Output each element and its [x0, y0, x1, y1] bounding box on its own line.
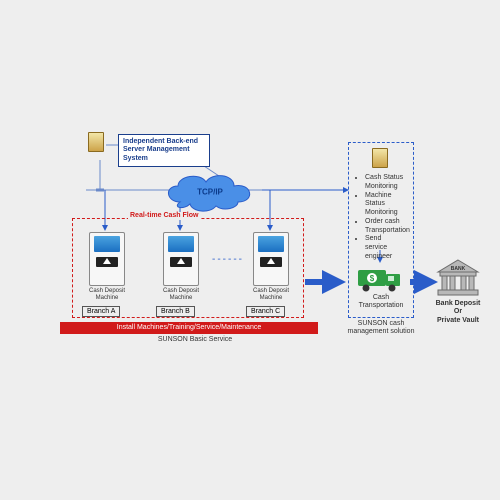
- install-services-bar: Install Machines/Training/Service/Mainte…: [60, 322, 318, 334]
- mgmt-solution-label: SUNSON cash management solution: [344, 320, 418, 335]
- cloud-label: TCP/IP: [197, 188, 223, 197]
- machine-body-icon: [89, 232, 125, 286]
- mgmt-item-4: Send service engineer: [365, 235, 405, 261]
- machine-c-caption: Cash Deposit Machine: [250, 288, 292, 301]
- mgmt-item-1: Cash Status Monitoring: [365, 174, 405, 192]
- bank-label-l3: Private Vault: [437, 317, 479, 324]
- machine-body-icon: [253, 232, 289, 286]
- bank-label: Bank Deposit Or Private Vault: [432, 300, 484, 325]
- branch-a-label: Branch A: [82, 306, 120, 317]
- cash-deposit-machine-b: Cash Deposit Machine: [160, 232, 202, 301]
- install-services-label: Install Machines/Training/Service/Mainte…: [117, 324, 261, 331]
- mgmt-item-2: Machine Status Monitoring: [365, 192, 405, 218]
- bank-label-l2: Or: [454, 308, 462, 315]
- ellipsis: ------: [212, 254, 244, 265]
- cash-deposit-machine-c: Cash Deposit Machine: [250, 232, 292, 301]
- branch-b-label: Branch B: [156, 306, 195, 317]
- server-management-box: Independent Back-end Server Management S…: [118, 134, 210, 167]
- machine-body-icon: [163, 232, 199, 286]
- bank-icon: BANK: [436, 258, 480, 303]
- svg-text:BANK: BANK: [451, 266, 466, 272]
- basic-service-label: SUNSON Basic Service: [150, 336, 240, 344]
- management-features-list: Cash Status Monitoring Machine Status Mo…: [352, 170, 410, 250]
- machine-a-caption: Cash Deposit Machine: [86, 288, 128, 301]
- cash-transport-label: Cash Transportation: [352, 294, 410, 309]
- cash-deposit-machine-a: Cash Deposit Machine: [86, 232, 128, 301]
- machine-b-caption: Cash Deposit Machine: [160, 288, 202, 301]
- tcpip-cloud: TCP/IP: [160, 172, 260, 212]
- diagram-canvas: Independent Back-end Server Management S…: [0, 0, 500, 500]
- server-icon: [88, 132, 107, 152]
- svg-text:$: $: [370, 274, 375, 283]
- server-management-label: Independent Back-end Server Management S…: [123, 138, 198, 162]
- realtime-cashflow-label: Real-time Cash Flow: [128, 212, 200, 220]
- bank-label-l1: Bank Deposit: [436, 300, 481, 307]
- branch-c-label: Branch C: [246, 306, 285, 317]
- mgmt-server-icon: [372, 148, 391, 168]
- mgmt-item-3: Order cash Transportation: [365, 218, 405, 236]
